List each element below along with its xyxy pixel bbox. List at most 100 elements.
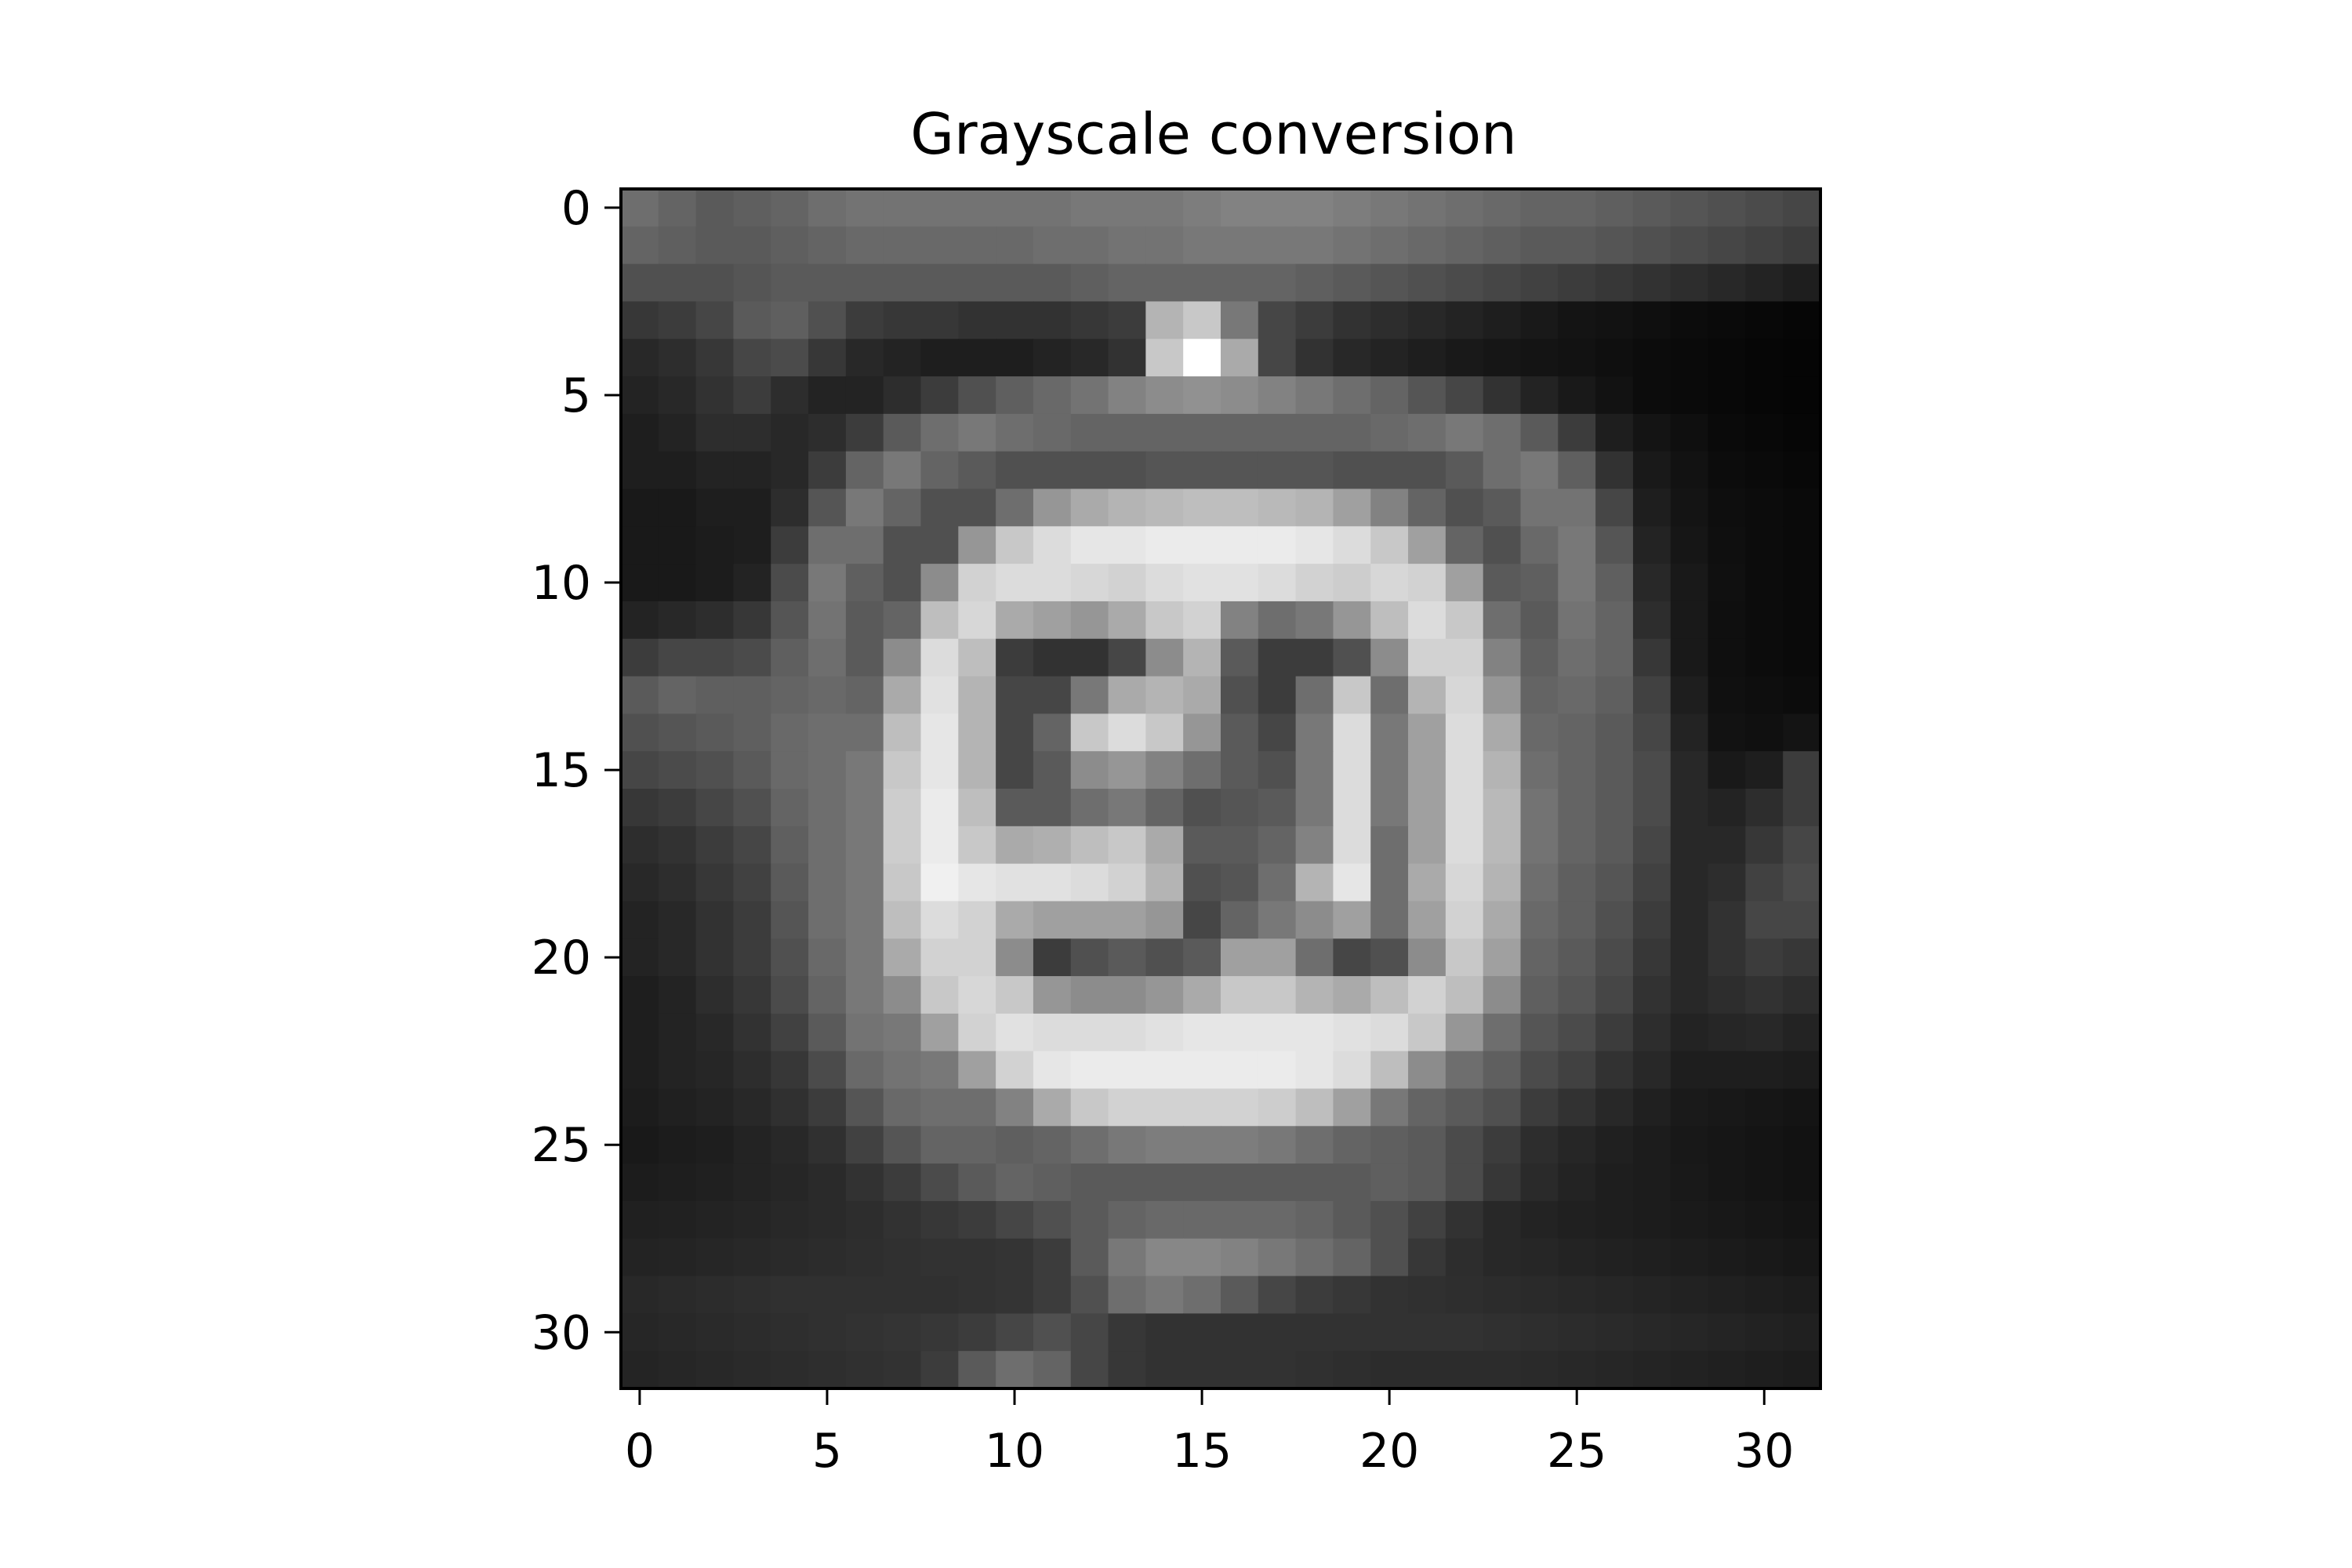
heatmap-cell [1408, 1088, 1446, 1127]
heatmap-cell [808, 826, 847, 865]
heatmap-cell [996, 1163, 1034, 1202]
heatmap-cell [621, 826, 659, 865]
heatmap-cell [1558, 901, 1596, 939]
heatmap-cell [621, 301, 659, 339]
heatmap-cell [1783, 526, 1821, 564]
heatmap-cell [1483, 713, 1522, 752]
heatmap-cell [1033, 751, 1072, 789]
heatmap-cell [1595, 451, 1634, 490]
heatmap-cell [621, 526, 659, 564]
heatmap-cell [1033, 376, 1072, 415]
heatmap-cell [1745, 826, 1784, 865]
heatmap-cell [1333, 376, 1371, 415]
heatmap-cell [1033, 1238, 1072, 1277]
heatmap-cell [1183, 1163, 1221, 1202]
heatmap-cell [733, 226, 771, 265]
heatmap-cell [1783, 301, 1821, 339]
heatmap-cell [1258, 451, 1297, 490]
heatmap-cell [1108, 1313, 1146, 1352]
heatmap-cell [1745, 339, 1784, 377]
heatmap-cell [733, 263, 771, 303]
heatmap-cell [1745, 413, 1784, 452]
heatmap-cell [658, 1276, 697, 1314]
heatmap-cell [1558, 676, 1596, 714]
heatmap-cell [1145, 189, 1184, 227]
heatmap-cell [1670, 226, 1709, 265]
heatmap-cell [1408, 713, 1446, 752]
heatmap-cell [808, 263, 847, 303]
heatmap-cell [1445, 1351, 1484, 1389]
heatmap-cell [1033, 226, 1072, 265]
y-tick-label: 25 [532, 1118, 591, 1173]
heatmap-cell [1595, 1088, 1634, 1127]
heatmap-cell [1558, 1126, 1596, 1164]
heatmap-cell [1745, 1051, 1784, 1090]
heatmap-cell [1258, 751, 1297, 789]
heatmap-cell [996, 413, 1034, 452]
heatmap-cell [1183, 301, 1221, 339]
heatmap-cell [1183, 189, 1221, 227]
heatmap-cell [808, 976, 847, 1014]
heatmap-cell [883, 1351, 922, 1389]
heatmap-cell [996, 526, 1034, 564]
heatmap-cell [1708, 1013, 1746, 1052]
heatmap-cell [1333, 1088, 1371, 1127]
heatmap-cell [1183, 863, 1221, 902]
heatmap-cell [1783, 863, 1821, 902]
heatmap-cell [658, 826, 697, 865]
heatmap-cell [958, 488, 996, 527]
heatmap-cell [1408, 901, 1446, 939]
heatmap-cell [658, 901, 697, 939]
heatmap-cell [1595, 1351, 1634, 1389]
heatmap-cell [1408, 526, 1446, 564]
heatmap-cell [1333, 938, 1371, 977]
heatmap-cell [1745, 1126, 1784, 1164]
heatmap-cell [1708, 1200, 1746, 1240]
heatmap-cell [1783, 676, 1821, 714]
heatmap-cell [1221, 1126, 1259, 1164]
heatmap-cell [1183, 789, 1221, 827]
heatmap-cell [1295, 526, 1334, 564]
heatmap-cell [733, 863, 771, 902]
heatmap-cell [1183, 451, 1221, 490]
heatmap-cell [771, 1238, 809, 1277]
heatmap-cell [658, 226, 697, 265]
heatmap-cell [1145, 751, 1184, 789]
heatmap-cell [621, 901, 659, 939]
heatmap-cell [1183, 938, 1221, 977]
heatmap-cell [845, 638, 884, 677]
heatmap-cell [1108, 1088, 1146, 1127]
heatmap-cell [1258, 376, 1297, 415]
heatmap-cell [1408, 488, 1446, 527]
heatmap-cell [1183, 1051, 1221, 1090]
heatmap-cell [920, 301, 959, 339]
heatmap-cell [1183, 713, 1221, 752]
heatmap-cell [883, 976, 922, 1014]
heatmap-cell [658, 1126, 697, 1164]
heatmap-cell [808, 1013, 847, 1052]
heatmap-cell [1632, 1126, 1671, 1164]
heatmap-cell [1070, 751, 1109, 789]
heatmap-cell [658, 751, 697, 789]
heatmap-cell [1445, 1313, 1484, 1352]
heatmap-cell [1708, 376, 1746, 415]
heatmap-cell [1183, 526, 1221, 564]
heatmap-cell [845, 1126, 884, 1164]
heatmap-cell [1370, 1238, 1409, 1277]
heatmap-cell [1221, 676, 1259, 714]
heatmap-cell [1408, 189, 1446, 227]
heatmap-cell [1070, 1313, 1109, 1352]
heatmap-cell [1483, 976, 1522, 1014]
heatmap-cell [621, 339, 659, 377]
heatmap-cell [1483, 1238, 1522, 1277]
heatmap-cell [1558, 1051, 1596, 1090]
heatmap-cell [996, 938, 1034, 977]
heatmap-cell [1632, 413, 1671, 452]
heatmap-cell [1408, 339, 1446, 377]
heatmap-cell [883, 638, 922, 677]
heatmap-cell [695, 863, 735, 902]
heatmap-cell [808, 1351, 847, 1389]
heatmap-cell [1708, 638, 1746, 677]
heatmap-cell [1145, 301, 1184, 339]
heatmap-cell [1783, 1313, 1821, 1352]
